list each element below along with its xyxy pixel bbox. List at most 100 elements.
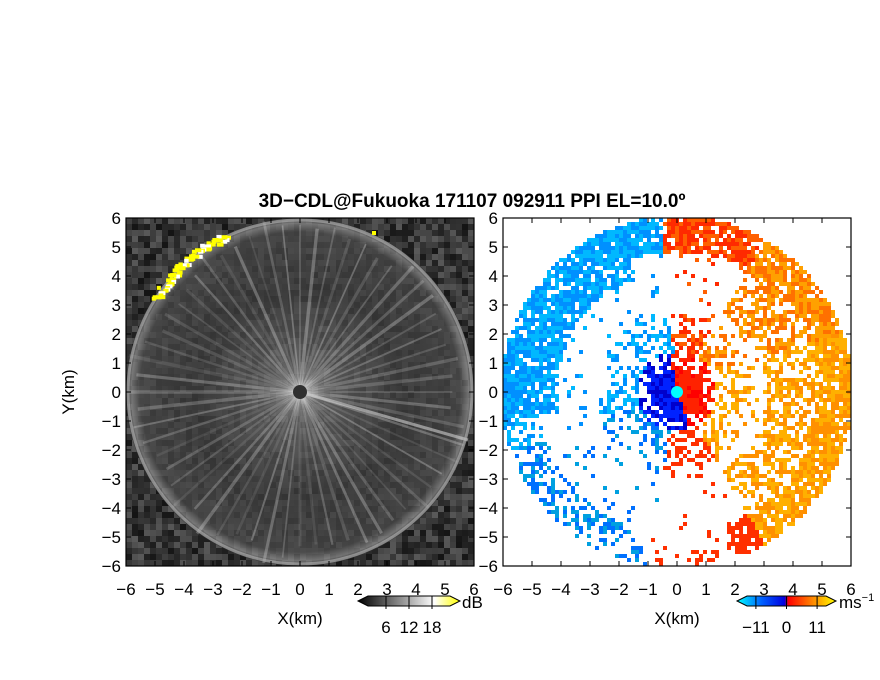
velocity-cell bbox=[715, 346, 719, 350]
velocity-cell bbox=[551, 354, 555, 358]
velocity-cell bbox=[683, 330, 687, 334]
velocity-cell bbox=[783, 346, 787, 350]
velocity-cell bbox=[711, 354, 715, 358]
reflectivity-cell bbox=[180, 554, 186, 560]
velocity-cell bbox=[747, 254, 751, 258]
velocity-cell bbox=[667, 334, 671, 338]
reflectivity-cell bbox=[168, 218, 174, 224]
velocity-cell bbox=[559, 354, 563, 358]
reflectivity-cell bbox=[156, 536, 162, 542]
reflectivity-cell bbox=[462, 296, 468, 302]
velocity-cell bbox=[707, 354, 711, 358]
reflectivity-cell bbox=[156, 248, 162, 254]
reflectivity-cell bbox=[450, 218, 456, 224]
velocity-cell bbox=[675, 242, 679, 246]
velocity-cell bbox=[543, 290, 547, 294]
velocity-cell bbox=[547, 350, 551, 354]
velocity-cell bbox=[699, 250, 703, 254]
reflectivity-cell bbox=[444, 266, 450, 272]
velocity-cell bbox=[823, 330, 827, 334]
reflectivity-cell bbox=[462, 560, 468, 566]
velocity-cell bbox=[639, 322, 643, 326]
reflectivity-cell bbox=[174, 230, 180, 236]
velocity-cell bbox=[583, 274, 587, 278]
velocity-cell bbox=[623, 262, 627, 266]
reflectivity-cell bbox=[468, 560, 474, 566]
velocity-cell bbox=[519, 358, 523, 362]
velocity-cell bbox=[755, 306, 759, 310]
velocity-cell bbox=[519, 350, 523, 354]
velocity-cell bbox=[555, 318, 559, 322]
reflectivity-cell bbox=[450, 518, 456, 524]
reflectivity-cell bbox=[462, 524, 468, 530]
reflectivity-cell bbox=[366, 224, 372, 230]
reflectivity-ray bbox=[299, 227, 336, 393]
velocity-cell bbox=[691, 350, 695, 354]
velocity-cell bbox=[779, 342, 783, 346]
velocity-cell bbox=[515, 334, 519, 338]
reflectivity-cell bbox=[144, 278, 150, 284]
reflectivity-cell bbox=[354, 218, 360, 224]
velocity-cell bbox=[527, 318, 531, 322]
reflectivity-cell bbox=[414, 542, 420, 548]
velocity-cell bbox=[747, 290, 751, 294]
velocity-cell bbox=[527, 298, 531, 302]
velocity-cell bbox=[767, 274, 771, 278]
reflectivity-cell bbox=[438, 512, 444, 518]
velocity-cell bbox=[739, 310, 743, 314]
velocity-cell bbox=[835, 334, 839, 338]
reflectivity-ray bbox=[299, 374, 453, 394]
velocity-cell bbox=[531, 318, 535, 322]
velocity-cell bbox=[767, 338, 771, 342]
velocity-cell bbox=[615, 238, 619, 242]
velocity-cell bbox=[603, 234, 607, 238]
reflectivity-cell bbox=[438, 554, 444, 560]
velocity-cell bbox=[559, 302, 563, 306]
velocity-cell bbox=[727, 258, 731, 262]
velocity-cell bbox=[731, 350, 735, 354]
velocity-cell bbox=[687, 346, 691, 350]
velocity-cell bbox=[547, 270, 551, 274]
velocity-cell bbox=[547, 274, 551, 278]
velocity-cell bbox=[527, 354, 531, 358]
velocity-cell bbox=[811, 302, 815, 306]
reflectivity-cell bbox=[162, 530, 168, 536]
reflectivity-ray bbox=[262, 391, 302, 564]
velocity-cell bbox=[651, 290, 655, 294]
velocity-cell bbox=[715, 242, 719, 246]
reflectivity-cell bbox=[402, 242, 408, 248]
velocity-cell bbox=[823, 314, 827, 318]
velocity-cell bbox=[807, 338, 811, 342]
velocity-cell bbox=[531, 338, 535, 342]
reflectivity-cell bbox=[414, 260, 420, 266]
reflectivity-cell bbox=[162, 236, 168, 242]
velocity-cell bbox=[747, 310, 751, 314]
reflectivity-cell bbox=[444, 260, 450, 266]
velocity-cell bbox=[799, 314, 803, 318]
reflectivity-ray bbox=[195, 391, 302, 535]
velocity-cell bbox=[515, 346, 519, 350]
velocity-cell bbox=[679, 346, 683, 350]
reflectivity-cell bbox=[468, 308, 474, 314]
velocity-cell bbox=[523, 346, 527, 350]
velocity-cell bbox=[559, 342, 563, 346]
reflectivity-cell bbox=[138, 242, 144, 248]
velocity-cell bbox=[727, 314, 731, 318]
velocity-cell bbox=[687, 350, 691, 354]
reflectivity-cell bbox=[456, 254, 462, 260]
velocity-cell bbox=[827, 318, 831, 322]
velocity-cell bbox=[543, 282, 547, 286]
reflectivity-cell bbox=[126, 422, 132, 428]
reflectivity-cell bbox=[456, 302, 462, 308]
reflectivity-cell bbox=[414, 218, 420, 224]
velocity-cell bbox=[567, 326, 571, 330]
velocity-cell bbox=[711, 230, 715, 234]
velocity-cell bbox=[551, 298, 555, 302]
velocity-cell bbox=[787, 350, 791, 354]
reflectivity-cell bbox=[132, 506, 138, 512]
reflectivity-cell bbox=[138, 302, 144, 308]
velocity-cell bbox=[599, 242, 603, 246]
velocity-cell bbox=[703, 222, 707, 226]
reflectivity-cell bbox=[408, 236, 414, 242]
velocity-cell bbox=[667, 234, 671, 238]
